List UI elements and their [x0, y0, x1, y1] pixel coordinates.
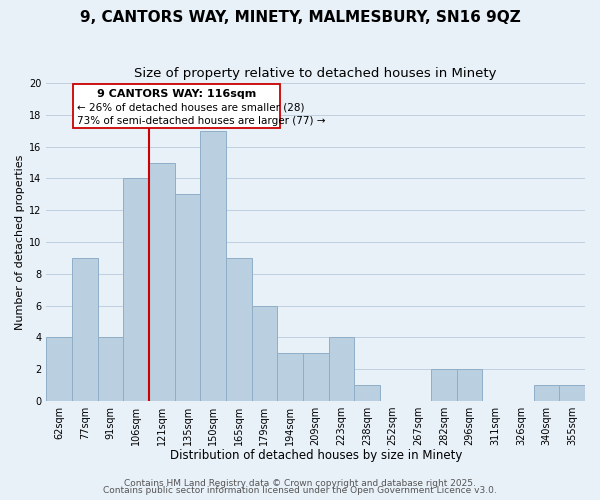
Bar	[149, 162, 175, 401]
FancyBboxPatch shape	[73, 84, 280, 128]
Bar	[46, 338, 72, 401]
Bar	[72, 258, 98, 401]
Bar	[200, 130, 226, 401]
Bar	[354, 385, 380, 401]
Title: Size of property relative to detached houses in Minety: Size of property relative to detached ho…	[134, 68, 497, 80]
Bar	[98, 338, 124, 401]
Text: 9 CANTORS WAY: 116sqm: 9 CANTORS WAY: 116sqm	[97, 90, 256, 100]
Bar	[251, 306, 277, 401]
Bar	[175, 194, 200, 401]
Bar	[303, 354, 329, 401]
Bar	[124, 178, 149, 401]
Bar	[431, 369, 457, 401]
X-axis label: Distribution of detached houses by size in Minety: Distribution of detached houses by size …	[170, 450, 462, 462]
Bar	[534, 385, 559, 401]
Text: Contains HM Land Registry data © Crown copyright and database right 2025.: Contains HM Land Registry data © Crown c…	[124, 478, 476, 488]
Text: Contains public sector information licensed under the Open Government Licence v3: Contains public sector information licen…	[103, 486, 497, 495]
Y-axis label: Number of detached properties: Number of detached properties	[15, 154, 25, 330]
Bar	[559, 385, 585, 401]
Bar	[457, 369, 482, 401]
Bar	[329, 338, 354, 401]
Text: 73% of semi-detached houses are larger (77) →: 73% of semi-detached houses are larger (…	[77, 116, 326, 126]
Bar	[277, 354, 303, 401]
Text: ← 26% of detached houses are smaller (28): ← 26% of detached houses are smaller (28…	[77, 102, 305, 112]
Text: 9, CANTORS WAY, MINETY, MALMESBURY, SN16 9QZ: 9, CANTORS WAY, MINETY, MALMESBURY, SN16…	[80, 10, 520, 25]
Bar	[226, 258, 251, 401]
